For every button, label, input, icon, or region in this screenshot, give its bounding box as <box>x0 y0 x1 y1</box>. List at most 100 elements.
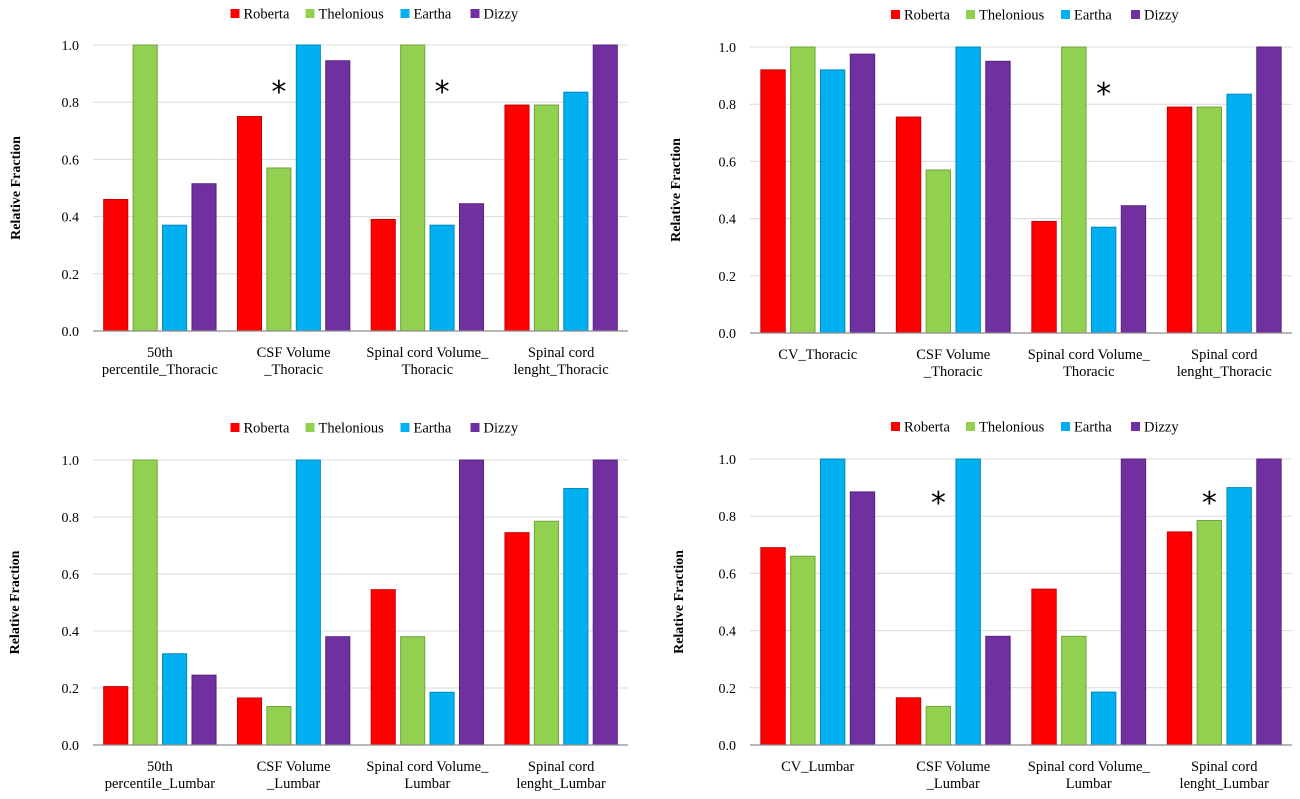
bar-thelonious-4 <box>533 520 559 746</box>
y-tick-label: 0.6 <box>62 568 80 583</box>
legend-label: Eartha <box>414 7 452 23</box>
bar-roberta-1 <box>103 686 129 746</box>
x-category-label: Spinal cord Volume_ <box>1028 347 1151 363</box>
bar-thelonious-2 <box>266 167 292 332</box>
x-category-label: 50th <box>147 345 174 361</box>
bar-roberta-2 <box>236 697 263 746</box>
significance-asterisk: * <box>435 75 450 110</box>
x-category-label: Spinal cord Volume_ <box>366 759 489 775</box>
legend-swatch-dizzy <box>470 9 480 18</box>
bar-roberta-1 <box>103 198 129 332</box>
x-category-label: Spinal cord <box>1191 759 1258 775</box>
significance-asterisk: * <box>931 486 946 521</box>
chart-panel-2: 0.0 0.2 0.4 0.6 0.8 1.0 Relative Fraction CV_Th… <box>669 8 1292 380</box>
bar-dizzy-4 <box>592 459 618 746</box>
bar-roberta-3 <box>370 218 396 332</box>
y-tick-label: 0.0 <box>719 739 737 754</box>
y-tick-label: 0.0 <box>62 739 80 754</box>
y-tick-label: 0.2 <box>719 270 737 285</box>
legend-label: Thelonious <box>319 421 385 437</box>
x-category-label: Lumbar <box>1066 776 1112 792</box>
bar-roberta-1 <box>760 69 786 334</box>
bar-thelonious-2 <box>925 169 952 334</box>
bar-roberta-4 <box>1166 531 1193 746</box>
chart-panel-1: 0.0 0.2 0.4 0.6 0.8 1.0 Relative Fraction 50thp… <box>9 7 628 378</box>
bar-thelonious-3 <box>1061 635 1087 746</box>
bar-roberta-4 <box>1166 106 1193 334</box>
legend-swatch-roberta <box>230 423 240 432</box>
y-axis-label: Relative Fraction <box>669 138 684 242</box>
x-category-label: _Thoracic <box>263 362 323 378</box>
y-tick-label: 0.4 <box>62 625 80 640</box>
chart-panel-3: 0.0 0.2 0.4 0.6 0.8 1.0 Relative Fraction 50thp… <box>8 421 628 792</box>
x-category-label: CSF Volume <box>257 759 331 775</box>
bar-dizzy-3 <box>458 203 485 332</box>
bar-roberta-4 <box>504 532 530 746</box>
y-tick-label: 0.2 <box>719 682 737 697</box>
bar-dizzy-4 <box>1256 46 1282 334</box>
legend-label: Thelonious <box>979 8 1045 24</box>
legend-swatch-eartha <box>400 9 410 18</box>
y-tick-label: 0.0 <box>62 325 80 340</box>
x-category-label: lenght_Thoracic <box>1177 364 1272 380</box>
legend-swatch-thelonious <box>305 423 315 432</box>
x-category-label: CSF Volume <box>916 759 990 775</box>
x-category-label: _Lumbar <box>266 776 320 792</box>
legend-swatch-eartha <box>1061 10 1070 19</box>
y-tick-label: 0.6 <box>62 153 80 168</box>
bar-dizzy-2 <box>985 635 1011 746</box>
bar-eartha-3 <box>1090 691 1117 746</box>
bar-roberta-2 <box>895 697 922 746</box>
legend-swatch-roberta <box>891 10 900 19</box>
x-category-label: _Lumbar <box>926 776 980 792</box>
legend-swatch-eartha <box>1061 422 1070 431</box>
y-tick-label: 0.4 <box>719 625 737 640</box>
bar-thelonious-4 <box>533 104 559 332</box>
significance-asterisk: * <box>1202 486 1217 521</box>
legend-swatch-roberta <box>891 422 900 431</box>
x-category-label: CV_Thoracic <box>778 347 857 363</box>
bar-eartha-3 <box>429 224 455 332</box>
y-axis-label: Relative Fraction <box>9 136 24 240</box>
legend-label: Eartha <box>1074 420 1112 436</box>
legend-label: Thelonious <box>319 7 385 23</box>
x-category-label: percentile_Thoracic <box>102 362 218 378</box>
bar-thelonious-3 <box>400 44 426 332</box>
bar-dizzy-4 <box>1256 458 1282 746</box>
y-tick-label: 1.0 <box>62 454 80 469</box>
x-category-label: 50th <box>147 759 174 775</box>
legend-swatch-thelonious <box>966 422 975 431</box>
x-category-label: lenght_Lumbar <box>1180 776 1270 792</box>
y-tick-label: 0.8 <box>719 510 737 525</box>
x-category-label: percentile_Lumbar <box>105 776 215 792</box>
y-tick-label: 0.4 <box>62 211 80 226</box>
y-tick-label: 0.8 <box>62 96 80 111</box>
y-tick-label: 0.8 <box>719 98 737 113</box>
legend-swatch-thelonious <box>305 9 315 18</box>
y-tick-label: 0.0 <box>719 327 737 342</box>
bar-dizzy-3 <box>1120 205 1147 334</box>
y-tick-label: 0.8 <box>62 511 80 526</box>
significance-asterisk: * <box>271 75 286 110</box>
bar-eartha-1 <box>819 458 846 746</box>
bar-eartha-3 <box>429 691 455 746</box>
bar-thelonious-2 <box>925 705 952 746</box>
bar-thelonious-4 <box>1196 519 1223 746</box>
legend-swatch-dizzy <box>1131 422 1140 431</box>
bar-thelonious-3 <box>1061 46 1087 334</box>
legend-label: Eartha <box>414 421 452 437</box>
chart-panel-4: 0.0 0.2 0.4 0.6 0.8 1.0 Relative Fraction CV_Lu… <box>672 420 1292 792</box>
bar-dizzy-1 <box>849 491 876 746</box>
legend-label: Dizzy <box>1144 420 1179 436</box>
bar-thelonious-1 <box>132 459 158 746</box>
bar-dizzy-2 <box>985 60 1011 334</box>
x-category-label: lenght_Thoracic <box>514 362 609 378</box>
x-category-label: Spinal cord Volume_ <box>1028 759 1151 775</box>
bar-eartha-4 <box>1226 93 1252 334</box>
legend-label: Dizzy <box>1144 8 1179 24</box>
bar-eartha-4 <box>563 488 589 746</box>
bar-thelonious-2 <box>266 706 292 746</box>
y-tick-label: 0.6 <box>719 155 737 170</box>
y-tick-label: 0.2 <box>62 268 80 283</box>
